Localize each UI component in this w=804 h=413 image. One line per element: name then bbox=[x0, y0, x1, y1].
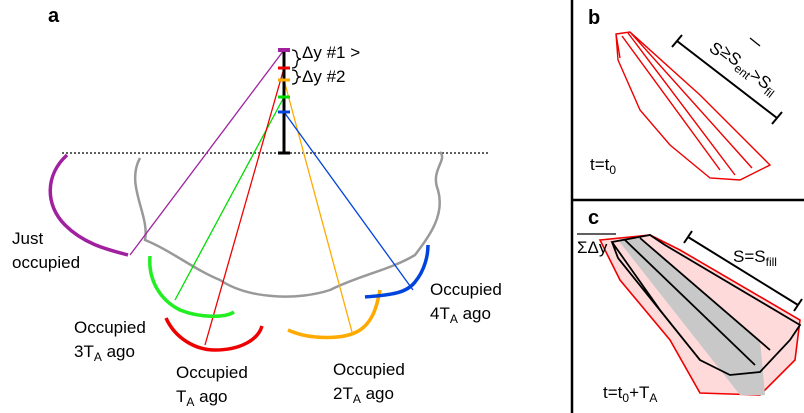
subscript: A bbox=[94, 350, 102, 364]
brace bbox=[292, 50, 301, 84]
label: Occupied 3TA ago bbox=[74, 318, 146, 364]
label: Δy #1 > bbox=[302, 43, 360, 62]
text-part: Occupied bbox=[333, 360, 405, 379]
label-line: Δy #1 > bbox=[302, 43, 360, 62]
text-part: Δy #1 > bbox=[302, 43, 360, 62]
text-part: t=t bbox=[603, 383, 623, 402]
label: Just occupied bbox=[12, 229, 80, 272]
label: Occupied TA ago bbox=[176, 363, 248, 409]
label-line: Just bbox=[12, 229, 43, 248]
subscript: A bbox=[450, 312, 458, 326]
label-line: t=t0 bbox=[590, 155, 616, 177]
label: Occupied 2TA ago bbox=[333, 360, 405, 406]
label: Occupied 4TA ago bbox=[430, 280, 502, 326]
label-line: Δy #2 bbox=[302, 67, 346, 86]
label: t=t0 bbox=[590, 155, 616, 177]
text-part: +T bbox=[629, 383, 649, 402]
label: t=t0+TA bbox=[603, 383, 657, 405]
text-part: 3T bbox=[74, 342, 94, 361]
text-part: T bbox=[176, 387, 186, 406]
text-part: t=t bbox=[590, 155, 610, 174]
label-line: ΣΔy bbox=[577, 238, 608, 257]
text-part: 2T bbox=[333, 384, 353, 403]
text-part: S=S bbox=[733, 247, 766, 266]
overline bbox=[750, 38, 760, 46]
panel-letter: b bbox=[588, 7, 600, 29]
panel-letter: c bbox=[588, 207, 599, 229]
label-line: TA ago bbox=[176, 387, 228, 409]
front bbox=[365, 245, 428, 297]
text-part: Δy #2 bbox=[302, 67, 346, 86]
subscript: fill bbox=[766, 255, 777, 269]
label-line: Occupied bbox=[176, 363, 248, 382]
label-line: Occupied bbox=[333, 360, 405, 379]
text-part: Occupied bbox=[74, 318, 146, 337]
text-part: ΣΔy bbox=[577, 238, 608, 257]
text-part: Just bbox=[12, 229, 43, 248]
label: Δy #2 bbox=[302, 67, 346, 86]
ray bbox=[284, 112, 413, 290]
label-line: 2TA ago bbox=[333, 384, 394, 406]
subscript: A bbox=[649, 391, 657, 405]
text-part: ago bbox=[361, 384, 394, 403]
label-line: Occupied bbox=[74, 318, 146, 337]
figure: aΔy #1 >Δy #2JustoccupiedOccupied3TA ago… bbox=[0, 0, 804, 413]
outline bbox=[135, 152, 442, 297]
ray bbox=[130, 50, 284, 255]
label-line: occupied bbox=[12, 253, 80, 272]
subscript: 0 bbox=[609, 163, 616, 177]
label-line: S=Sfill bbox=[733, 247, 777, 269]
text-part: occupied bbox=[12, 253, 80, 272]
label: S=Sfill bbox=[733, 247, 777, 269]
ray bbox=[205, 68, 284, 345]
front bbox=[166, 318, 262, 350]
text-part: Occupied bbox=[176, 363, 248, 382]
subscript: A bbox=[186, 395, 194, 409]
label-line: Occupied bbox=[430, 280, 502, 299]
text-part: 4T bbox=[430, 304, 450, 323]
subscript: A bbox=[353, 392, 361, 406]
text-part: Occupied bbox=[430, 280, 502, 299]
text-part: ago bbox=[194, 387, 227, 406]
label-line: 4TA ago bbox=[430, 304, 491, 326]
text-part: ago bbox=[458, 304, 491, 323]
text-part: ago bbox=[102, 342, 135, 361]
label-line: t=t0+TA bbox=[603, 383, 657, 405]
front bbox=[50, 155, 128, 255]
label-line: 3TA ago bbox=[74, 342, 135, 364]
panel-letter: a bbox=[48, 5, 60, 27]
label: ΣΔy bbox=[577, 238, 608, 257]
